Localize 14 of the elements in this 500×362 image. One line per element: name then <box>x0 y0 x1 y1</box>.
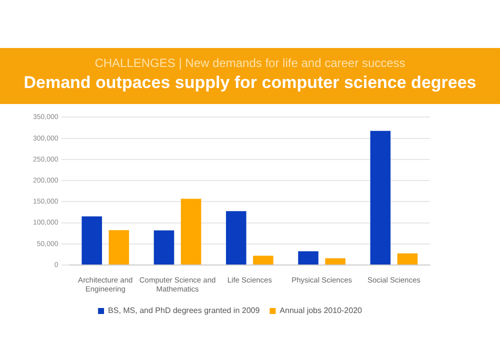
chart-title: Demand outpaces supply for computer science degrees <box>22 73 478 93</box>
bar <box>82 216 102 264</box>
bar <box>325 258 346 264</box>
bar <box>154 230 174 264</box>
bar <box>253 256 274 264</box>
bar <box>298 251 318 264</box>
legend-label: BS, MS, and PhD degrees granted in 2009 <box>108 306 260 316</box>
bar <box>370 130 391 264</box>
chart-subtitle: CHALLENGES | New demands for life and career success <box>94 56 406 70</box>
bar <box>108 230 130 264</box>
legend-label: Annual jobs 2010-2020 <box>280 306 363 316</box>
bar <box>180 198 202 264</box>
bar <box>226 211 246 264</box>
bar <box>397 253 418 264</box>
